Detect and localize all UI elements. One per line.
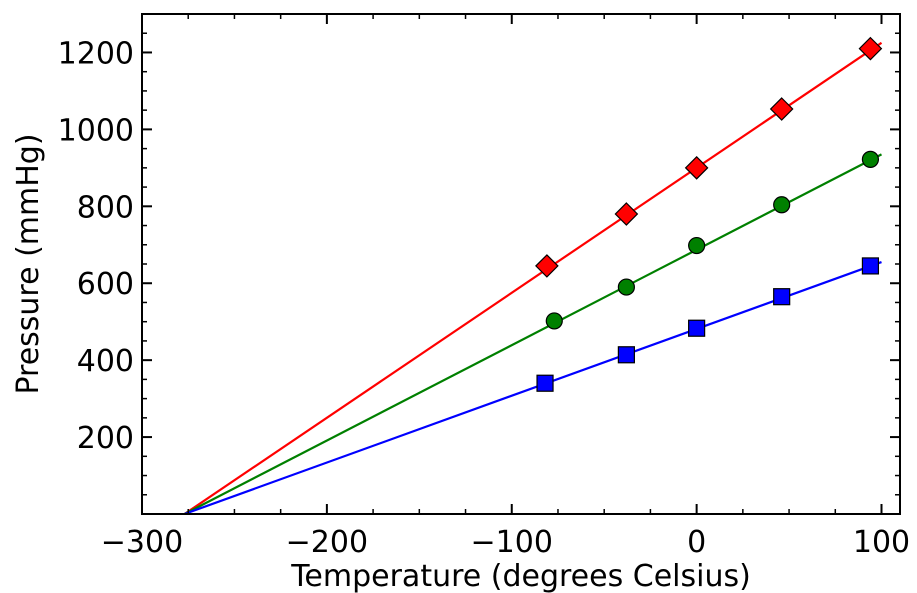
data-point-diamond: [769, 97, 794, 121]
series-0: [183, 36, 883, 515]
series-line: [183, 41, 883, 515]
series-2: [184, 257, 882, 516]
series-layer: [183, 36, 883, 516]
data-point-diamond: [684, 155, 709, 180]
y-tick-label: 600: [77, 267, 134, 302]
series-1: [184, 150, 883, 515]
data-point-square: [861, 257, 880, 275]
y-tick-label: 1000: [58, 113, 134, 148]
x-tick-label: 0: [687, 525, 706, 560]
data-point-square: [773, 288, 791, 306]
plot-area: [142, 14, 900, 514]
series-line: [184, 153, 883, 515]
series-line: [184, 261, 882, 516]
data-point-circle: [617, 278, 635, 296]
x-tick-label: −100: [471, 525, 553, 560]
data-point-square: [536, 374, 554, 392]
data-point-diamond: [614, 202, 639, 226]
x-tick-label: −200: [286, 525, 368, 560]
data-point-circle: [773, 196, 791, 214]
x-tick-label: −300: [101, 525, 183, 560]
x-tick-label: 100: [853, 525, 910, 560]
data-point-diamond: [535, 254, 559, 278]
y-tick-label: 800: [77, 190, 134, 225]
ticks-layer: −300 −200 −100 0 100 200 400 600 800 1000 1200: [58, 14, 910, 560]
data-point-diamond: [858, 36, 883, 61]
data-point-circle: [545, 312, 563, 330]
y-tick-label: 400: [77, 344, 134, 379]
data-point-circle: [861, 150, 880, 168]
y-axis-label: Pressure (mmHg): [11, 133, 46, 394]
x-axis-label: Temperature (degrees Celsius): [290, 559, 751, 593]
data-point-circle: [688, 236, 706, 255]
y-tick-label: 1200: [58, 36, 134, 71]
y-tick-label: 200: [77, 421, 134, 456]
data-point-square: [688, 319, 706, 337]
data-point-square: [617, 346, 635, 364]
